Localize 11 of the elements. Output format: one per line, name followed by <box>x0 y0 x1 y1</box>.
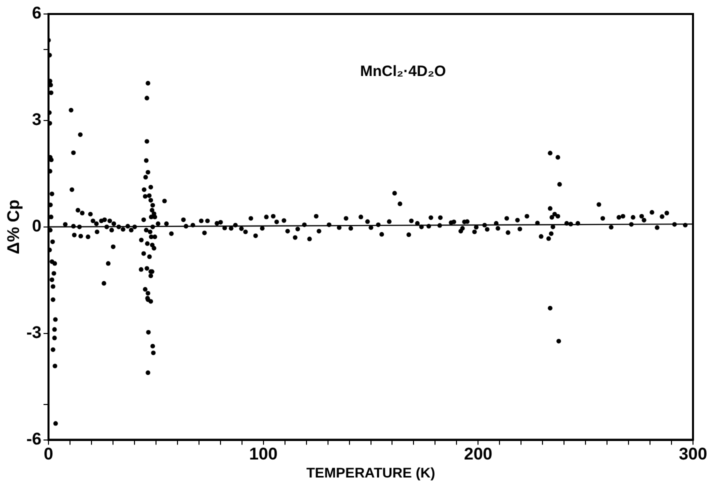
y-tick-label: -3 <box>26 323 42 342</box>
y-tick-label: 0 <box>32 216 42 236</box>
annotation: MnCl₂·4D₂O <box>360 63 446 80</box>
y-axis-title: Δ% Cp <box>4 200 23 254</box>
x-tick-label: 300 <box>678 444 708 464</box>
y-tick-label: -6 <box>26 429 42 448</box>
x-tick-label: 100 <box>249 444 278 464</box>
x-axis-title: TEMPERATURE (K) <box>306 464 436 480</box>
y-tick-label: 3 <box>32 110 42 130</box>
y-tick-label: 6 <box>32 4 42 23</box>
x-tick-label: 200 <box>464 444 492 464</box>
